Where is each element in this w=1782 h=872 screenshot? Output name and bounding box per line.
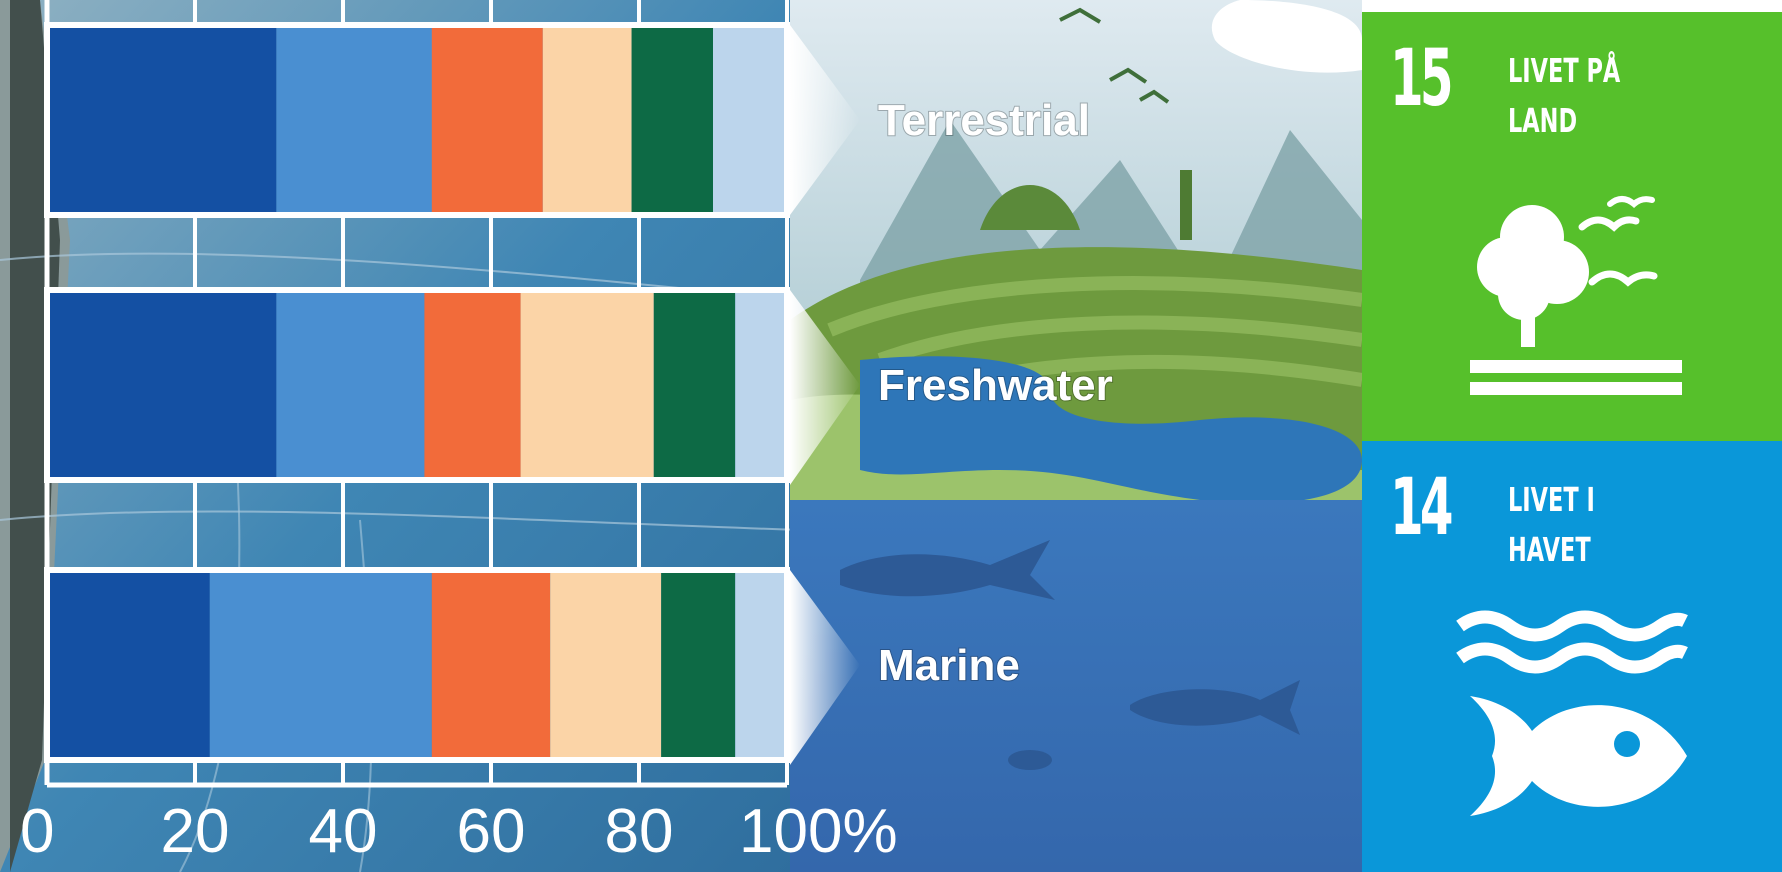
- sdg-tile-14: 14 LIVET I HAVET: [1362, 441, 1782, 872]
- bar-segment-marine-4: [550, 570, 662, 760]
- bar-frame: [44, 22, 790, 218]
- bar-segment-terrestrial-2: [276, 25, 432, 215]
- category-labels: Terrestrial Freshwater Marine: [877, 95, 1114, 691]
- bar-segment-marine-1: [47, 570, 210, 760]
- bar-segment-freshwater-3: [424, 290, 521, 480]
- x-tick-label: 60: [457, 797, 526, 866]
- bar-segment-terrestrial-6: [713, 25, 787, 215]
- sdg-number: 15: [1390, 34, 1454, 124]
- bar-segment-terrestrial-3: [431, 25, 543, 215]
- bar-segment-freshwater-1: [47, 290, 277, 480]
- sdg-title: LIVET I HAVET: [1508, 480, 1595, 569]
- category-label-terrestrial: Terrestrial: [878, 96, 1090, 145]
- x-tick-label: 20: [161, 797, 230, 866]
- x-tick-label: 80: [605, 797, 674, 866]
- category-flags: [790, 25, 860, 765]
- tree-birds-icon: [1470, 196, 1682, 395]
- bar-segment-terrestrial-5: [631, 25, 713, 215]
- category-label-freshwater: Freshwater: [878, 361, 1113, 410]
- stacked-bar-chart: Terrestrial Freshwater Marine 0 20 40 60 80 100…: [0, 0, 1362, 872]
- waves-fish-icon: [1456, 610, 1688, 816]
- bar-segment-terrestrial-4: [542, 25, 632, 215]
- bar-segment-marine-6: [735, 570, 787, 760]
- x-axis-ticks: 0 20 40 60 80 100%: [20, 797, 898, 866]
- bar-frames: [44, 22, 790, 763]
- bar-segment-freshwater-6: [735, 290, 787, 480]
- bar-segment-terrestrial-1: [47, 25, 277, 215]
- bars: [47, 25, 787, 760]
- sdg-title: LIVET PÅ LAND: [1508, 51, 1621, 140]
- landscape-illustration: [790, 0, 1362, 872]
- x-tick-label: 100%: [739, 797, 898, 866]
- sdg-number: 14: [1390, 463, 1454, 553]
- bar-segment-marine-5: [661, 570, 736, 760]
- bar-segment-marine-3: [431, 570, 551, 760]
- bar-segment-freshwater-2: [276, 290, 425, 480]
- bar-frame: [44, 567, 790, 763]
- bar-segment-freshwater-5: [653, 290, 736, 480]
- bar-segment-marine-2: [209, 570, 432, 760]
- bar-segment-freshwater-4: [520, 290, 654, 480]
- x-tick-label: 0: [20, 797, 54, 866]
- bar-frame: [44, 287, 790, 483]
- sdg-tile-15: 15 LIVET PÅ LAND: [1362, 12, 1782, 441]
- x-tick-label: 40: [309, 797, 378, 866]
- category-label-marine: Marine: [878, 641, 1020, 690]
